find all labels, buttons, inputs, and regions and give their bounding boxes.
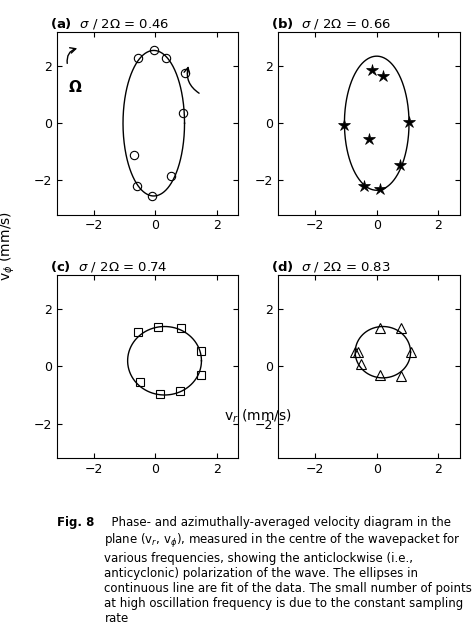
Text: v$_r$ (mm/s): v$_r$ (mm/s) — [225, 407, 292, 425]
Text: $\mathbf{\Omega}$: $\mathbf{\Omega}$ — [68, 79, 82, 95]
Text: $\mathbf{(b)}$  $\sigma$ / 2$\Omega$ = 0.66: $\mathbf{(b)}$ $\sigma$ / 2$\Omega$ = 0.… — [271, 16, 391, 31]
Text: $\mathbf{(c)}$  $\sigma$ / 2$\Omega$ = 0.74: $\mathbf{(c)}$ $\sigma$ / 2$\Omega$ = 0.… — [50, 260, 167, 274]
Text: Fig. 8: Fig. 8 — [57, 516, 94, 529]
Text: v$_{\phi}$ (mm/s): v$_{\phi}$ (mm/s) — [0, 211, 17, 281]
Text: $\mathbf{(d)}$  $\sigma$ / 2$\Omega$ = 0.83: $\mathbf{(d)}$ $\sigma$ / 2$\Omega$ = 0.… — [271, 260, 391, 274]
Text: Phase- and azimuthally-averaged velocity diagram in the plane (v$_r$, v$_\phi$),: Phase- and azimuthally-averaged velocity… — [104, 516, 472, 625]
Text: $\mathbf{(a)}$  $\sigma$ / 2$\Omega$ = 0.46: $\mathbf{(a)}$ $\sigma$ / 2$\Omega$ = 0.… — [50, 16, 169, 31]
